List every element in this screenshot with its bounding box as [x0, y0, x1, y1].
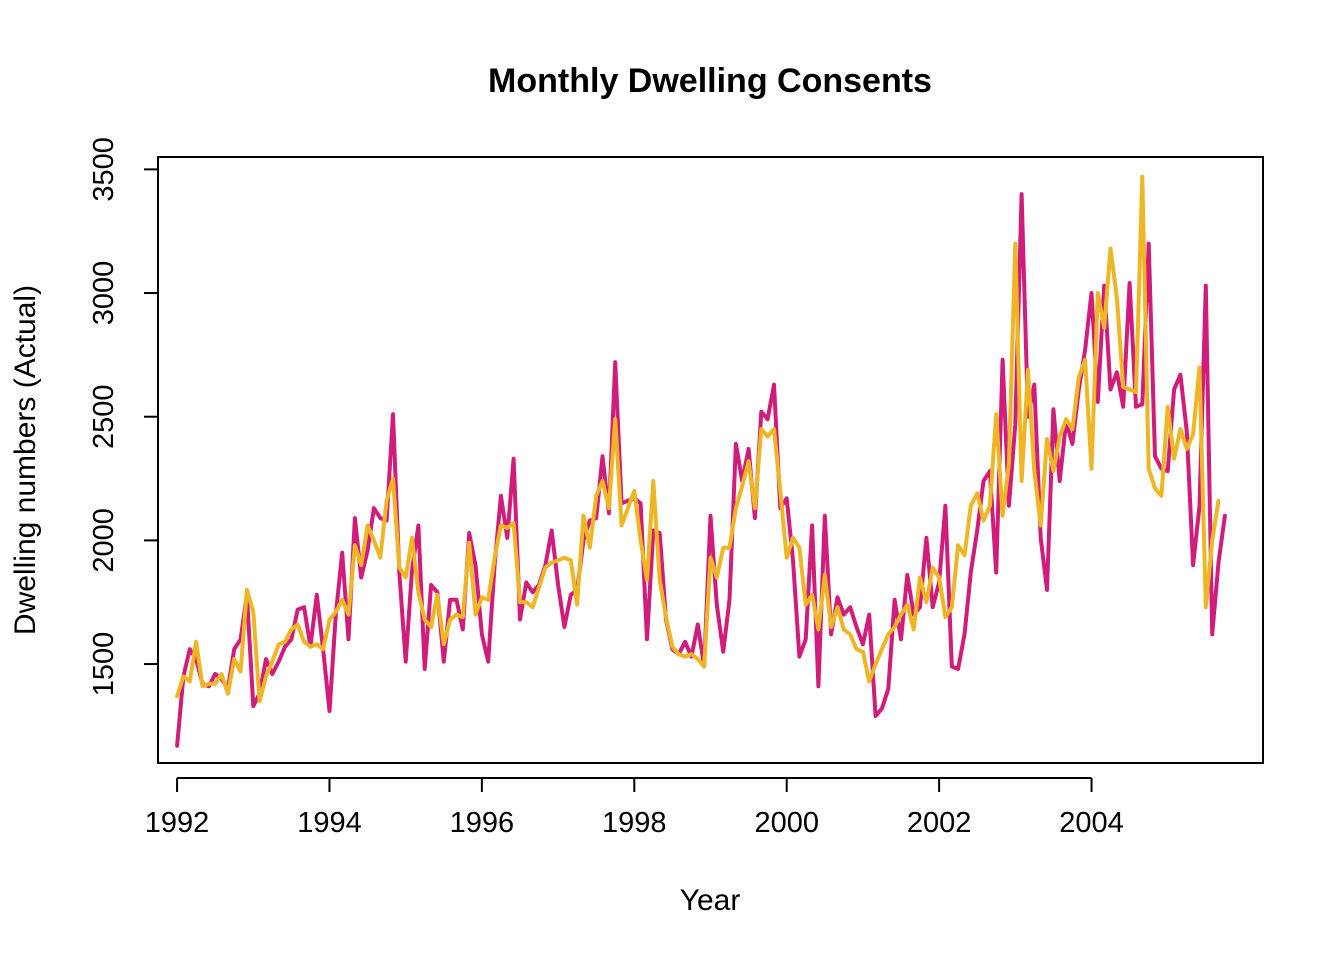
x-tick-label: 2002: [907, 807, 972, 839]
y-tick-label: 2000: [88, 508, 120, 573]
x-tick-label: 1994: [297, 807, 362, 839]
x-axis-label: Year: [680, 884, 741, 917]
x-tick-label: 1998: [602, 807, 667, 839]
y-tick-label: 2500: [88, 384, 120, 449]
chart-title: Monthly Dwelling Consents: [488, 62, 932, 100]
x-axis: 1992 1994 1996 1998 2000 2002 2004: [145, 777, 1124, 839]
series-line-2: [175, 174, 1221, 704]
x-tick-label: 2000: [754, 807, 819, 839]
x-tick-label: 1992: [145, 807, 210, 839]
y-tick-label: 3000: [88, 261, 120, 326]
x-tick-label: 2004: [1059, 807, 1124, 839]
series-layer: [175, 174, 1227, 748]
y-axis: 1500 2000 2500 3000 3500: [88, 137, 159, 697]
y-axis-label: Dwelling numbers (Actual): [9, 285, 42, 635]
y-tick-label: 1500: [88, 632, 120, 697]
x-tick-label: 1996: [450, 807, 515, 839]
y-tick-label: 3500: [88, 137, 120, 202]
